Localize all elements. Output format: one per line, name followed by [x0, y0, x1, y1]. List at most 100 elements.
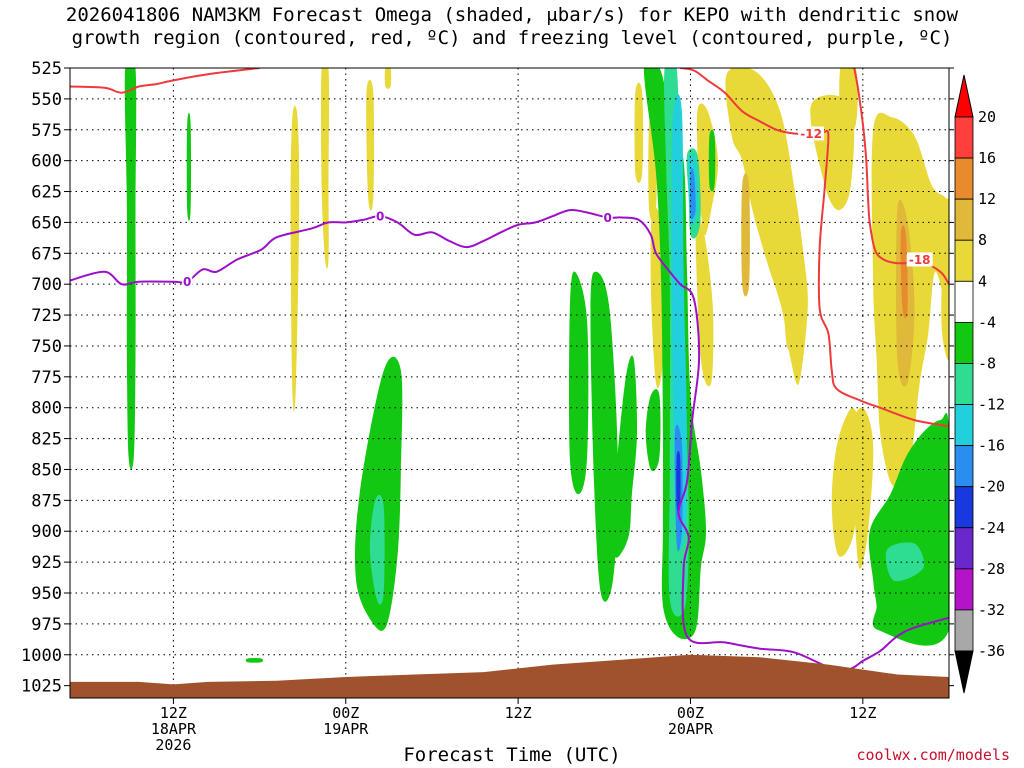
- y-tick-label-850: 850: [31, 460, 62, 480]
- y-tick-label-550: 550: [31, 90, 62, 110]
- positive-omega-area-3: [366, 79, 375, 211]
- contour-label-bg-4: [602, 210, 613, 225]
- colorbar-label-11: -28: [978, 560, 1005, 578]
- y-tick-label-675: 675: [31, 244, 62, 264]
- negative-omega-area-7: [645, 389, 661, 472]
- colorbar-segment-7: [954, 404, 974, 447]
- positive-omega-area-18: [938, 206, 949, 266]
- negative-omega-area-17: [868, 413, 949, 646]
- colorbar-label-8: -16: [978, 437, 1005, 455]
- negative-omega-area-16: [708, 129, 716, 192]
- colorbar-label-4: 4: [978, 272, 987, 290]
- y-tick-label-925: 925: [31, 553, 62, 573]
- colorbar-segment-2: [954, 198, 974, 241]
- freezing-level-contour: [70, 208, 949, 671]
- y-tick-label-700: 700: [31, 275, 62, 295]
- y-tick-label-750: 750: [31, 337, 62, 357]
- colorbar-segment-6: [954, 363, 974, 405]
- positive-omega-area-21: [850, 407, 874, 569]
- positive-omega-area-11: [741, 173, 750, 297]
- negative-omega-area-3: [369, 494, 385, 605]
- dgz-minus12-contour: [679, 68, 949, 428]
- negative-omega-area-1: [186, 112, 192, 221]
- colorbar-label-6: -8: [978, 354, 996, 372]
- y-tick-label-525: 525: [31, 59, 62, 79]
- colorbar-segment-12: [954, 609, 974, 652]
- positive-omega-area-9: [695, 213, 714, 387]
- colorbar-bottom-arrow: [954, 650, 974, 694]
- x-tick-label-12-0: 12Z: [160, 704, 187, 722]
- y-tick-label-600: 600: [31, 152, 62, 172]
- y-tick-label-825: 825: [31, 430, 62, 450]
- colorbar-segment-8: [954, 445, 974, 488]
- y-tick-label-1025: 1025: [21, 677, 62, 697]
- y-tick-label-650: 650: [31, 213, 62, 233]
- contour-label-0: -12: [800, 127, 822, 141]
- negative-omega-area-4: [568, 271, 589, 495]
- x-tick-label-12-2: 2026: [155, 736, 191, 754]
- colorbar-label-3: 8: [978, 231, 987, 249]
- y-tick-label-800: 800: [31, 399, 62, 419]
- x-tick-label-42-0: 00Z: [677, 704, 704, 722]
- y-tick-label-625: 625: [31, 183, 62, 203]
- credit-text: coolwx.com/models: [856, 746, 1010, 764]
- contour-label-4: 0: [604, 211, 612, 225]
- positive-omega-area-1: [290, 105, 300, 412]
- colorbar-top-arrow: [954, 74, 974, 118]
- contour-label-bg-2: [182, 274, 193, 289]
- colorbar-segment-9: [954, 486, 974, 529]
- colorbar-segment-4: [954, 280, 974, 323]
- y-tick-label-900: 900: [31, 522, 62, 542]
- colorbar-label-1: 16: [978, 149, 996, 167]
- negative-omega-area-12: [676, 450, 681, 513]
- terrain-fill: [70, 654, 949, 698]
- colorbar-label-7: -12: [978, 396, 1005, 414]
- positive-omega-area-17: [900, 225, 908, 319]
- positive-omega-area-12: [783, 263, 797, 351]
- colorbar-segment-0: [954, 116, 974, 159]
- colorbar-label-2: 12: [978, 190, 996, 208]
- positive-omega-area-0: [384, 68, 392, 89]
- negative-omega-area-15: [689, 167, 696, 219]
- negative-omega-area-18: [885, 542, 925, 582]
- y-tick-label-775: 775: [31, 368, 62, 388]
- x-tick-label-22-1: 19APR: [323, 720, 369, 738]
- colorbar-label-9: -20: [978, 478, 1005, 496]
- plot-frame: [69, 67, 950, 699]
- colorbar-label-0: 20: [978, 108, 996, 126]
- colorbar-label-5: -4: [978, 313, 996, 331]
- colorbar-label-10: -24: [978, 519, 1005, 537]
- y-tick-label-1000: 1000: [21, 646, 62, 666]
- positive-omega-area-19: [941, 276, 949, 361]
- contour-label-2: 0: [183, 275, 191, 289]
- positive-omega-area-4: [634, 82, 644, 184]
- negative-omega-area-19: [245, 658, 264, 663]
- x-tick-label-22-0: 00Z: [332, 704, 359, 722]
- x-tick-label-32-0: 12Z: [505, 704, 532, 722]
- colorbar: 20 16 12 8 4 -4 -8 -12 -16 -20 -24 -28 -32 -36: [954, 74, 1005, 694]
- y-tick-label-950: 950: [31, 584, 62, 604]
- colorbar-segment-1: [954, 157, 974, 200]
- contour-label-bg-0: [798, 126, 825, 141]
- x-tick-label-12-1: 18APR: [151, 720, 197, 738]
- y-tick-label-975: 975: [31, 615, 62, 635]
- contour-label-1: -18: [909, 253, 931, 267]
- positive-omega-area-14: [839, 68, 858, 140]
- chart-title-line-1: 2026041806 NAM3KM Forecast Omega (shaded…: [65, 4, 959, 26]
- x-axis-label: Forecast Time (UTC): [403, 744, 621, 766]
- y-tick-label-575: 575: [31, 121, 62, 141]
- colorbar-label-13: -36: [978, 642, 1005, 660]
- positive-omega-area-10: [725, 68, 808, 385]
- x-tick-label-42-1: 20APR: [668, 720, 714, 738]
- negative-omega-area-0: [124, 68, 137, 470]
- positive-omega-area-2: [320, 68, 330, 269]
- dgz-upper-contour: [70, 68, 260, 94]
- colorbar-segment-10: [954, 527, 974, 570]
- contour-label-3: 0: [376, 210, 384, 224]
- colorbar-segment-5: [954, 321, 974, 364]
- y-tick-label-875: 875: [31, 491, 62, 511]
- contour-label-bg-1: [906, 252, 933, 267]
- negative-omega-area-5: [590, 271, 619, 602]
- negative-omega-area-6: [613, 355, 638, 558]
